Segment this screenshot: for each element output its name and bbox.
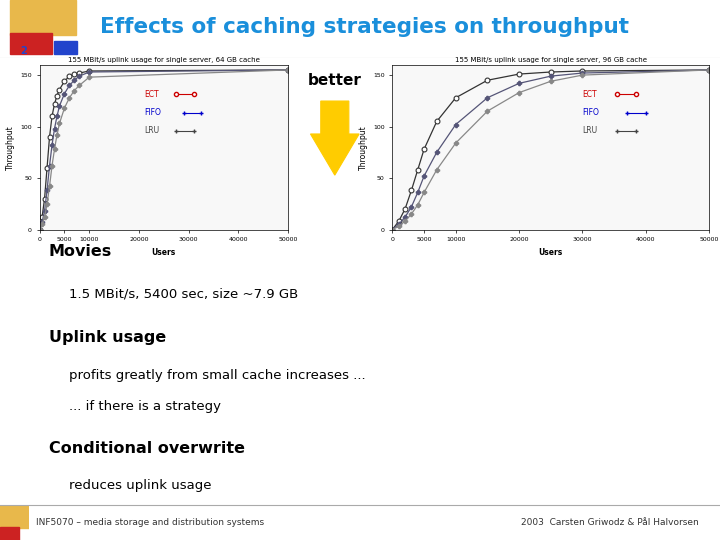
Text: ... if there is a strategy: ... if there is a strategy (69, 400, 221, 413)
Text: LRU: LRU (144, 126, 159, 135)
X-axis label: Users: Users (539, 248, 563, 256)
Bar (10, 33, 53, 54)
Text: 1.5 MBit/s, 5400 sec, size ~7.9 GB: 1.5 MBit/s, 5400 sec, size ~7.9 GB (69, 288, 298, 301)
Bar (10, 0, 76, 35)
Y-axis label: Throughput: Throughput (6, 125, 15, 170)
Text: ECT: ECT (144, 90, 158, 99)
Text: 2003  Carsten Griwodz & Pål Halvorsen: 2003 Carsten Griwodz & Pål Halvorsen (521, 518, 698, 526)
Text: Effects of caching strategies on throughput: Effects of caching strategies on through… (100, 17, 629, 37)
Bar (55, 42, 76, 54)
Text: FIFO: FIFO (144, 108, 161, 117)
FancyArrow shape (310, 101, 359, 175)
Title: 155 MBit/s uplink usage for single server, 96 GB cache: 155 MBit/s uplink usage for single serve… (455, 57, 647, 63)
Text: INF5070 – media storage and distribution systems: INF5070 – media storage and distribution… (36, 518, 264, 526)
Text: FIFO: FIFO (582, 108, 599, 117)
Text: 2: 2 (20, 45, 27, 56)
Bar (0, 527, 19, 540)
Text: Conditional overwrite: Conditional overwrite (49, 441, 245, 456)
Text: ECT: ECT (582, 90, 597, 99)
Text: reduces uplink usage: reduces uplink usage (69, 480, 212, 492)
Text: Movies: Movies (49, 244, 112, 259)
Title: 155 MBit/s uplink usage for single server, 64 GB cache: 155 MBit/s uplink usage for single serve… (68, 57, 260, 63)
Text: better: better (308, 73, 361, 88)
Bar (0, 505, 29, 528)
Text: profits greatly from small cache increases ...: profits greatly from small cache increas… (69, 369, 366, 382)
Text: Uplink usage: Uplink usage (49, 330, 166, 345)
Y-axis label: Throughput: Throughput (359, 125, 368, 170)
Text: LRU: LRU (582, 126, 598, 135)
X-axis label: Users: Users (152, 248, 176, 256)
